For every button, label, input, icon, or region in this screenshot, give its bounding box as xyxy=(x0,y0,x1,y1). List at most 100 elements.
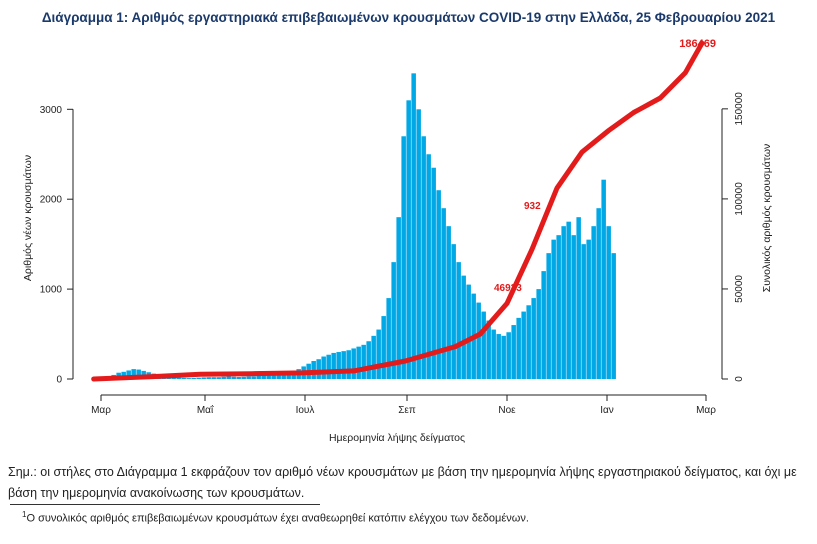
bar xyxy=(201,377,206,379)
bar xyxy=(436,190,441,379)
bar xyxy=(551,239,556,379)
bar xyxy=(511,325,516,379)
bar xyxy=(606,226,611,379)
footnote: 1Ο συνολικός αριθμός επιβεβαιωμένων κρου… xyxy=(22,510,529,525)
bar xyxy=(611,253,616,379)
bar xyxy=(441,208,446,379)
right-tick-label: 100000 xyxy=(734,182,745,216)
bar xyxy=(451,244,456,379)
bar xyxy=(411,73,416,379)
x-axis: Μαρ Μαΐ Ιουλ Σεπ Νοε Ιαν Μαρ xyxy=(91,394,716,416)
bar xyxy=(506,332,511,379)
bar xyxy=(431,167,436,379)
x-axis-label: Ημερομηνία λήψης δείγματος xyxy=(329,432,465,444)
bar xyxy=(406,100,411,379)
bar xyxy=(566,221,571,379)
bar xyxy=(601,179,606,379)
bar xyxy=(366,341,371,379)
x-tick-label: Μαΐ xyxy=(197,404,214,416)
bar xyxy=(521,311,526,379)
bar xyxy=(501,335,506,379)
bar xyxy=(391,262,396,379)
bar xyxy=(136,369,141,379)
bar xyxy=(341,351,346,379)
bar xyxy=(586,239,591,379)
mid-annotation: 46933 xyxy=(494,283,522,294)
bar xyxy=(486,320,491,379)
bar xyxy=(336,352,341,379)
chart-title: Διάγραμμα 1: Αριθμός εργαστηριακά επιβεβ… xyxy=(41,10,776,25)
bar xyxy=(246,376,251,379)
bar xyxy=(561,226,566,379)
bar xyxy=(396,217,401,379)
chart: 0 1000 2000 3000 0 50000 100000 150000 Μαρ Μαΐ Ι… xyxy=(22,38,773,444)
bar xyxy=(526,305,531,379)
bar xyxy=(356,346,361,379)
x-tick-label: Σεπ xyxy=(398,405,416,416)
y2-axis-label: Συνολικός αριθμός κρουσμάτων xyxy=(761,144,773,293)
left-tick-label: 3000 xyxy=(40,105,63,116)
bar xyxy=(316,359,321,379)
left-axis: 0 1000 2000 3000 xyxy=(40,105,74,386)
bar xyxy=(226,376,231,379)
right-axis: 0 50000 100000 150000 xyxy=(721,92,745,382)
left-tick-label: 1000 xyxy=(40,285,63,296)
bar xyxy=(276,373,281,379)
bar xyxy=(371,335,376,379)
footnote-marker: 1 xyxy=(22,510,27,519)
annotations: 186469 932 46933 xyxy=(494,38,716,294)
bar xyxy=(476,302,481,379)
bar xyxy=(516,317,521,379)
bar xyxy=(236,377,241,379)
bar xyxy=(466,284,471,379)
bar xyxy=(456,262,461,379)
bar xyxy=(176,377,181,379)
bar xyxy=(281,372,286,379)
bar xyxy=(346,350,351,379)
bar xyxy=(386,298,391,379)
chart-note: Σημ.: οι στήλες στο Διάγραμμα 1 εκφράζου… xyxy=(8,465,797,500)
note-divider xyxy=(10,504,320,505)
cumulative-line xyxy=(91,40,705,382)
bar xyxy=(181,377,186,379)
bar xyxy=(591,226,596,379)
bar xyxy=(361,344,366,379)
x-tick-label: Μαρ xyxy=(91,405,111,416)
bar xyxy=(196,377,201,379)
bar xyxy=(426,154,431,379)
final-total-label: 186469 xyxy=(679,38,716,50)
bar xyxy=(461,275,466,379)
bar xyxy=(321,356,326,379)
bar xyxy=(271,374,276,379)
bar xyxy=(191,377,196,379)
bar xyxy=(331,352,336,379)
bar xyxy=(256,375,261,379)
bar xyxy=(481,311,486,379)
bar xyxy=(216,377,221,379)
bar xyxy=(446,226,451,379)
bar xyxy=(261,375,266,379)
x-tick-label: Ιουλ xyxy=(296,405,315,416)
bar xyxy=(546,253,551,379)
bar xyxy=(266,374,271,379)
bar xyxy=(416,109,421,380)
bar xyxy=(556,235,561,379)
bar xyxy=(531,298,536,379)
bar xyxy=(186,378,191,379)
bar xyxy=(231,376,236,379)
bar xyxy=(211,377,216,379)
bar xyxy=(206,377,211,379)
bar xyxy=(596,208,601,379)
bar xyxy=(541,271,546,379)
bar xyxy=(376,329,381,379)
bar xyxy=(131,369,136,379)
right-tick-label: 50000 xyxy=(734,275,745,303)
bar xyxy=(581,244,586,379)
bar xyxy=(126,370,131,379)
bar xyxy=(221,376,226,379)
bar xyxy=(491,329,496,379)
bar xyxy=(381,316,386,379)
x-tick-label: Μαρ xyxy=(696,405,716,416)
bar xyxy=(496,334,501,379)
left-tick-label: 2000 xyxy=(40,195,63,206)
